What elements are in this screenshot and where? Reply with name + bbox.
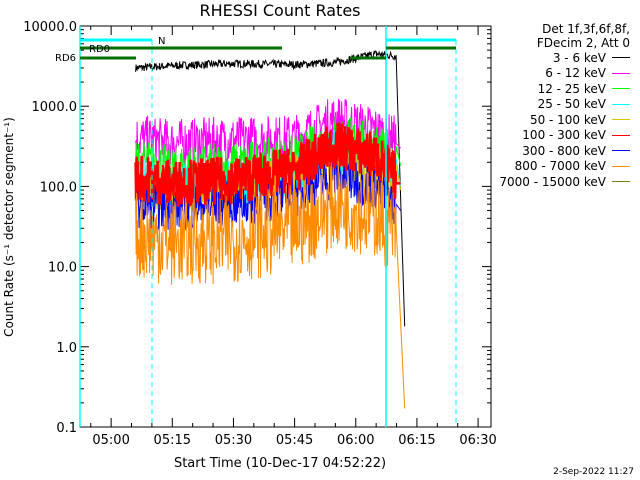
- legend-label: 25 - 50 keV: [537, 97, 606, 112]
- legend-entry: 300 - 800 keV: [478, 143, 630, 159]
- legend-label: 300 - 800 keV: [522, 143, 606, 158]
- series-3-6-kev-line: [135, 50, 406, 327]
- legend-label: 6 - 12 keV: [545, 66, 606, 81]
- y-axis-label: Count Rate (s⁻¹ detector segment⁻¹): [2, 117, 16, 337]
- y-tick-labels: 0.1 1.0 10.0 100.0 1000.0 10000.0: [23, 20, 77, 436]
- legend-entries: 3 - 6 keV 6 - 12 keV 12 - 25 keV 25 - 50 ke…: [478, 50, 630, 190]
- x-tick-label: 05:45: [276, 433, 313, 448]
- x-tick-labels: 05:00 05:15 05:30 05:45 06:00 06:15 06:30: [92, 433, 496, 448]
- legend-label: 800 - 7000 keV: [514, 159, 606, 174]
- legend-label: 7000 - 15000 keV: [499, 174, 606, 189]
- legend-header-line-2: FDecim 2, Att 0: [536, 36, 630, 50]
- legend-entry: 25 - 50 keV: [478, 97, 630, 113]
- legend-header-line-1: Det 1f,3f,6f,8f,: [542, 22, 630, 36]
- plot-timestamp: 2-Sep-2022 11:27: [553, 467, 634, 477]
- x-tick-label: 05:00: [92, 433, 129, 448]
- legend-entry: 800 - 7000 keV: [478, 159, 630, 175]
- series-100-300-kev-line: [134, 122, 401, 207]
- x-tick-label: 06:15: [398, 433, 435, 448]
- n-label: N: [158, 36, 165, 47]
- legend-swatch: [612, 134, 630, 136]
- overlay-layer: N RD0 RD6: [55, 26, 457, 427]
- rd0-label: RD0: [89, 44, 110, 55]
- rd6-label: RD6: [55, 53, 76, 64]
- legend: Det 1f,3f,6f,8f, FDecim 2, Att 0 3 - 6 k…: [478, 22, 630, 190]
- legend-label: 100 - 300 keV: [522, 128, 606, 143]
- legend-swatch: [612, 150, 630, 152]
- legend-entry: 6 - 12 keV: [478, 66, 630, 82]
- series-800-7000-kev-line: [135, 160, 406, 409]
- y-tick-label: 1000.0: [32, 100, 78, 115]
- legend-swatch: [612, 165, 630, 167]
- legend-entry: 50 - 100 keV: [478, 112, 630, 128]
- chart-title: RHESSI Count Rates: [200, 1, 361, 20]
- x-tick-label: 06:30: [459, 433, 496, 448]
- legend-swatch: [612, 181, 630, 183]
- legend-swatch: [612, 119, 630, 121]
- y-tick-label: 1.0: [56, 341, 77, 356]
- x-tick-label: 06:00: [337, 433, 374, 448]
- x-axis-label: Start Time (10-Dec-17 04:52:22): [174, 456, 386, 471]
- x-tick-label: 05:15: [154, 433, 191, 448]
- legend-label: 3 - 6 keV: [552, 50, 606, 65]
- legend-swatch: [612, 72, 630, 74]
- legend-label: 12 - 25 keV: [537, 81, 606, 96]
- legend-label: 50 - 100 keV: [529, 112, 606, 127]
- x-tick-label: 05:30: [215, 433, 252, 448]
- legend-entry: 7000 - 15000 keV: [478, 174, 630, 190]
- legend-entry: 3 - 6 keV: [478, 50, 630, 66]
- legend-entry: 12 - 25 keV: [478, 81, 630, 97]
- y-tick-label: 10000.0: [23, 20, 77, 35]
- series-layer: [134, 50, 406, 409]
- axis-ticks: [80, 25, 491, 428]
- legend-swatch: [612, 88, 630, 90]
- y-tick-label: 10.0: [48, 261, 77, 276]
- legend-swatch: [612, 57, 630, 59]
- y-tick-label: 100.0: [40, 180, 77, 195]
- legend-entry: 100 - 300 keV: [478, 128, 630, 144]
- y-tick-label: 0.1: [56, 421, 77, 436]
- legend-swatch: [612, 103, 630, 105]
